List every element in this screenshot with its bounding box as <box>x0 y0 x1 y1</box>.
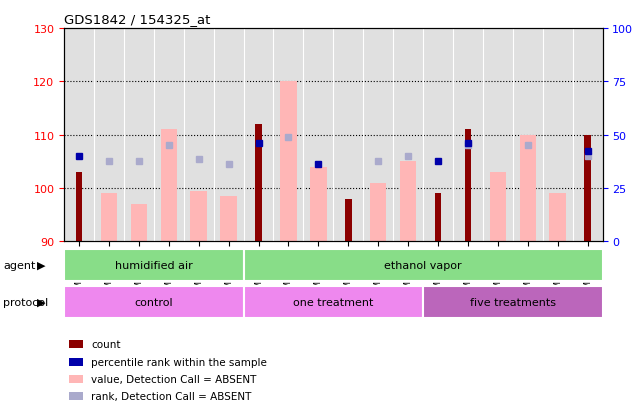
Bar <box>64 287 244 318</box>
Bar <box>490 173 506 242</box>
Bar <box>76 173 82 242</box>
Text: GDS1842 / 154325_at: GDS1842 / 154325_at <box>64 13 210 26</box>
Bar <box>280 82 297 242</box>
Bar <box>549 194 566 242</box>
Text: ▶: ▶ <box>37 260 46 270</box>
Text: five treatments: five treatments <box>470 297 556 308</box>
Text: ▶: ▶ <box>37 297 46 307</box>
Bar <box>131 204 147 242</box>
Text: agent: agent <box>3 260 36 270</box>
Text: rank, Detection Call = ABSENT: rank, Detection Call = ABSENT <box>91 392 251 401</box>
Bar <box>244 287 423 318</box>
Bar <box>101 194 117 242</box>
Bar <box>64 249 244 281</box>
Bar <box>255 125 262 242</box>
Bar <box>370 183 387 242</box>
Text: one treatment: one treatment <box>293 297 374 308</box>
Bar <box>244 249 603 281</box>
Text: protocol: protocol <box>3 297 49 307</box>
Text: humidified air: humidified air <box>115 260 193 271</box>
Text: count: count <box>91 339 121 349</box>
Bar <box>190 191 207 242</box>
Bar <box>69 358 83 366</box>
Bar <box>465 130 471 242</box>
Bar <box>310 167 326 242</box>
Bar <box>400 162 417 242</box>
Text: percentile rank within the sample: percentile rank within the sample <box>91 357 267 367</box>
Bar <box>585 135 591 242</box>
Text: control: control <box>135 297 173 308</box>
Bar <box>69 392 83 400</box>
Bar <box>160 130 177 242</box>
Bar <box>435 194 441 242</box>
Bar <box>69 375 83 383</box>
Bar <box>221 197 237 242</box>
Bar <box>345 199 351 242</box>
Bar <box>69 341 83 349</box>
Text: ethanol vapor: ethanol vapor <box>384 260 462 271</box>
Bar <box>423 287 603 318</box>
Text: value, Detection Call = ABSENT: value, Detection Call = ABSENT <box>91 374 256 384</box>
Bar <box>519 135 536 242</box>
